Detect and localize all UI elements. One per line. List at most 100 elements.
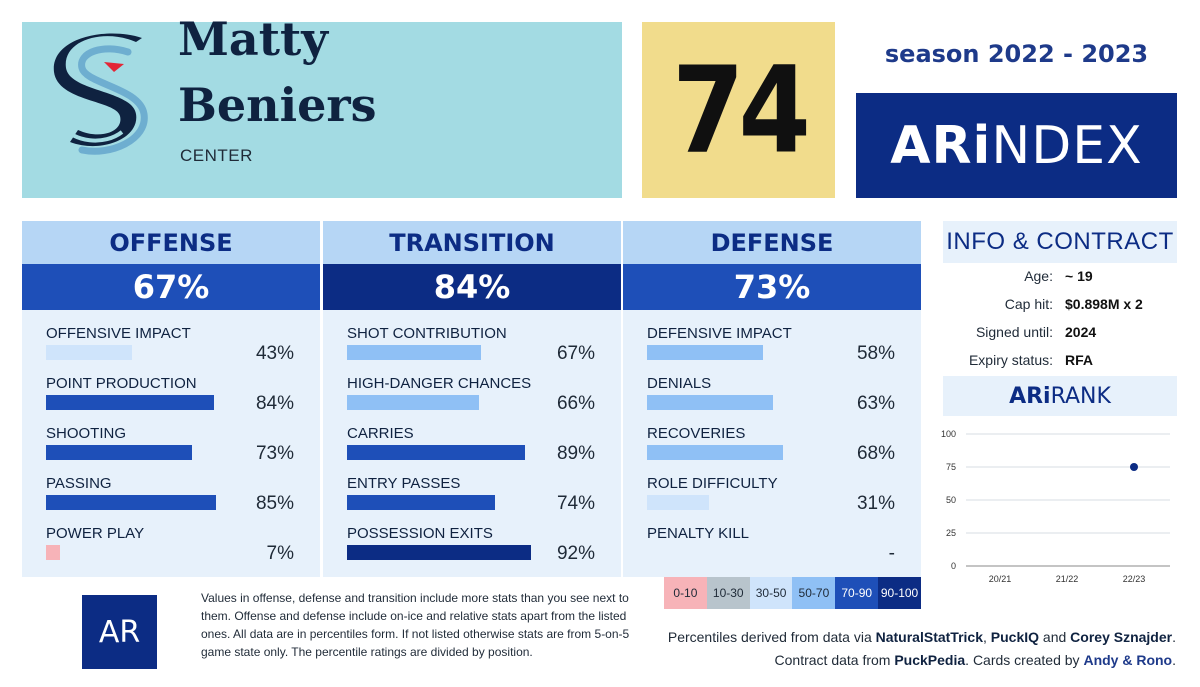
stat-row: POSSESSION EXITS 92%	[323, 525, 621, 575]
arindex-logo-ari: ARi	[890, 115, 992, 176]
info-key: Expiry status:	[968, 352, 1053, 368]
arirank-logo-ari: ARi	[1009, 383, 1051, 409]
x-tick-label: 20/21	[989, 574, 1012, 584]
player-first-name: Matty	[178, 12, 328, 66]
stat-percentile-bar	[46, 445, 192, 460]
rank-point	[1130, 463, 1138, 471]
stat-row: PASSING 85%	[22, 475, 320, 525]
stat-row: POWER PLAY 7%	[22, 525, 320, 575]
info-row-cap-hit: Cap hit: $0.898M x 2	[943, 296, 1177, 322]
author-credit: Andy & Rono	[1083, 652, 1173, 668]
info-row-signed-until: Signed until: 2024	[943, 324, 1177, 350]
info-value: ~ 19	[1065, 268, 1093, 284]
stat-percentile-bar	[46, 345, 132, 360]
credits-line-2: Contract data from PuckPedia. Cards crea…	[774, 652, 1176, 668]
stat-label: ENTRY PASSES	[347, 475, 461, 492]
stat-percentile-bar	[347, 545, 531, 560]
stat-label: RECOVERIES	[647, 425, 746, 442]
legend-item: 50-70	[792, 577, 836, 609]
player-position: CENTER	[180, 146, 253, 165]
kraken-s-logo-icon	[53, 33, 148, 155]
stat-row: RECOVERIES 68%	[623, 425, 921, 475]
stat-label: PASSING	[46, 475, 112, 492]
arindex-logo: ARiNDEX	[856, 93, 1177, 198]
stat-row: SHOT CONTRIBUTION 67%	[323, 325, 621, 375]
info-value: $0.898M x 2	[1065, 296, 1143, 312]
stat-value: 7%	[266, 543, 294, 564]
stat-row: HIGH-DANGER CHANCES 66%	[323, 375, 621, 425]
source-link: Corey Sznajder	[1070, 629, 1173, 645]
stat-row: DEFENSIVE IMPACT 58%	[623, 325, 921, 375]
stat-row: ENTRY PASSES 74%	[323, 475, 621, 525]
stat-percentile-bar	[46, 545, 60, 560]
stat-percentile-bar	[647, 445, 783, 460]
stat-value: 84%	[255, 393, 294, 414]
stat-percentile-bar	[347, 345, 481, 360]
info-value: 2024	[1065, 324, 1097, 340]
panel-title: TRANSITION	[323, 221, 621, 264]
stat-row: OFFENSIVE IMPACT 43%	[22, 325, 320, 375]
stat-percentile-bar	[647, 395, 773, 410]
stat-percentile-bar	[647, 345, 763, 360]
y-tick-label: 75	[946, 462, 956, 472]
stat-value: 66%	[556, 393, 595, 414]
source-link: PuckIQ	[990, 629, 1040, 645]
source-link: NaturalStatTrick	[875, 629, 983, 645]
arirank-header: ARi RANK	[943, 376, 1177, 416]
panel-defense: DEFENSE 73% DEFENSIVE IMPACT 58% DENIALS 63…	[623, 221, 921, 577]
stat-value: 67%	[556, 343, 595, 364]
stat-label: DEFENSIVE IMPACT	[647, 325, 792, 342]
ar-logo: AR	[82, 595, 157, 669]
stat-label: POINT PRODUCTION	[46, 375, 197, 392]
stat-label: POWER PLAY	[46, 525, 145, 542]
info-contract-header: INFO & CONTRACT	[943, 221, 1177, 263]
y-tick-label: 50	[946, 495, 956, 505]
legend-item: 70-90	[835, 577, 879, 609]
info-key: Signed until:	[975, 324, 1053, 340]
y-tick-label: 0	[951, 561, 956, 571]
panel-offense: OFFENSE 67% OFFENSIVE IMPACT 43% POINT PRO…	[22, 221, 320, 577]
stat-row: SHOOTING 73%	[22, 425, 320, 475]
stat-percentile-bar	[647, 495, 709, 510]
stat-row: CARRIES 89%	[323, 425, 621, 475]
arirank-chart: 0 25 50 75 100 20/21 21/22 22/23	[941, 429, 1170, 584]
y-tick-label: 100	[941, 429, 956, 439]
stat-value: 58%	[856, 343, 895, 364]
stat-value: 68%	[856, 443, 895, 464]
overall-score: 74	[672, 39, 811, 181]
panel-percentile: 67%	[22, 264, 320, 310]
legend-item: 90-100	[878, 577, 921, 609]
x-tick-label: 21/22	[1056, 574, 1079, 584]
stat-row: PENALTY KILL -	[623, 525, 921, 575]
panel-percentile: 84%	[323, 264, 621, 310]
stat-value: 43%	[255, 343, 294, 364]
stat-label: HIGH-DANGER CHANCES	[347, 375, 532, 392]
stat-row: ROLE DIFFICULTY 31%	[623, 475, 921, 525]
stat-value: 74%	[556, 493, 595, 514]
stat-label: CARRIES	[347, 425, 414, 442]
stat-value: 92%	[556, 543, 595, 564]
stat-value: 63%	[856, 393, 895, 414]
source-link: PuckPedia	[894, 652, 966, 668]
info-value: RFA	[1065, 352, 1093, 368]
stat-label: ROLE DIFFICULTY	[647, 475, 778, 492]
overall-score-card: 74	[642, 22, 835, 198]
player-last-name: Beniers	[178, 78, 377, 132]
season-label: season 2022 - 2023	[884, 40, 1149, 68]
stat-value: 89%	[556, 443, 595, 464]
stat-row: DENIALS 63%	[623, 375, 921, 425]
panel-title: DEFENSE	[623, 221, 921, 264]
info-row-age: Age: ~ 19	[943, 268, 1177, 294]
panel-percentile: 73%	[623, 264, 921, 310]
stat-label: OFFENSIVE IMPACT	[46, 325, 191, 342]
stat-value: 31%	[856, 493, 895, 514]
credits: Percentiles derived from data via Natura…	[668, 626, 1176, 672]
stat-label: SHOOTING	[46, 425, 127, 442]
stat-value: -	[888, 543, 895, 564]
stat-row: POINT PRODUCTION 84%	[22, 375, 320, 425]
stat-percentile-bar	[46, 395, 214, 410]
percentile-legend: 0-10 10-30 30-50 50-70 70-90 90-100	[664, 577, 921, 609]
stat-value: 85%	[255, 493, 294, 514]
arindex-logo-ndex: NDEX	[991, 115, 1143, 176]
stat-label: SHOT CONTRIBUTION	[347, 325, 507, 342]
